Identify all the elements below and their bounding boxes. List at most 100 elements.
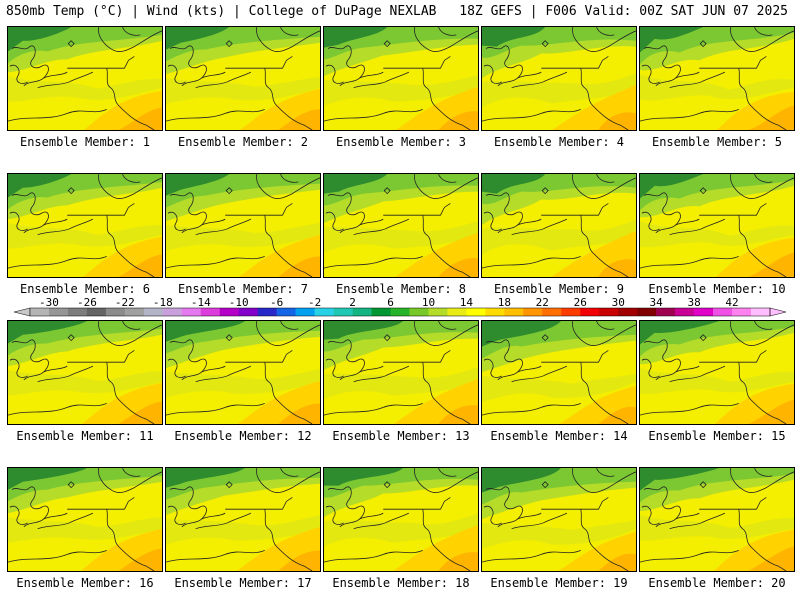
- panel-label: Ensemble Member: 18: [332, 576, 470, 590]
- colorbar-swatch: [30, 308, 50, 316]
- colorbar-swatch: [618, 308, 638, 316]
- panel-label: Ensemble Member: 13: [332, 429, 470, 443]
- temperature-map: [481, 26, 637, 131]
- ensemble-panel-11: Ensemble Member: 11: [7, 320, 163, 443]
- colorbar-swatch: [732, 308, 752, 316]
- colorbar-tick-label: 22: [536, 296, 549, 309]
- ensemble-panel-1: Ensemble Member: 1: [7, 26, 163, 149]
- temperature-map: [323, 26, 479, 131]
- colorbar-tick-label: -26: [77, 296, 97, 309]
- panel-label: Ensemble Member: 3: [335, 135, 467, 149]
- colorbar-swatch: [504, 308, 524, 316]
- colorbar-swatch: [694, 308, 714, 316]
- panel-label: Ensemble Member: 4: [493, 135, 625, 149]
- colorbar-swatch: [162, 308, 183, 316]
- colorbar-tick-label: -6: [270, 296, 283, 309]
- colorbar-tick-label: -30: [39, 296, 59, 309]
- colorbar-tick-label: 42: [725, 296, 738, 309]
- ensemble-panel-14: Ensemble Member: 14: [481, 320, 637, 443]
- temperature-map: [165, 26, 321, 131]
- panel-label: Ensemble Member: 2: [177, 135, 309, 149]
- temperature-map: [481, 173, 637, 278]
- colorbar-tick-label: -18: [153, 296, 173, 309]
- panel-label: Ensemble Member: 8: [335, 282, 467, 296]
- temperature-map: [7, 173, 163, 278]
- colorbar-swatch: [181, 308, 202, 316]
- colorbar-swatch: [599, 308, 619, 316]
- panel-label: Ensemble Member: 17: [174, 576, 312, 590]
- temperature-colorbar: -30 -26 -22 -18 -14 -10 -6 -2 2 6 10 14 18 22 26 30 34 38…: [13, 296, 787, 317]
- panel-label: Ensemble Member: 9: [493, 282, 625, 296]
- panel-label: Ensemble Member: 14: [490, 429, 628, 443]
- colorbar-tick-label: 14: [460, 296, 474, 309]
- colorbar-swatch: [67, 308, 88, 316]
- colorbar-swatch: [637, 308, 657, 316]
- ensemble-panel-6: Ensemble Member: 6: [7, 173, 163, 296]
- colorbar-tick-label: 38: [687, 296, 700, 309]
- colorbar-tick-label: -2: [308, 296, 321, 309]
- ensemble-panel-4: Ensemble Member: 4: [481, 26, 637, 149]
- temperature-map: [639, 320, 795, 425]
- colorbar-swatch: [238, 308, 258, 316]
- panel-label: Ensemble Member: 15: [648, 429, 786, 443]
- panel-label: Ensemble Member: 10: [648, 282, 786, 296]
- ensemble-panel-9: Ensemble Member: 9: [481, 173, 637, 296]
- colorbar-swatch: [105, 308, 126, 316]
- colorbar-tick-label: 34: [650, 296, 664, 309]
- temperature-map: [481, 320, 637, 425]
- colorbar-tick-label: 18: [498, 296, 511, 309]
- colorbar-tick-label: 10: [422, 296, 435, 309]
- temperature-map: [7, 26, 163, 131]
- colorbar-swatch: [333, 308, 353, 316]
- colorbar-tick-label: 2: [349, 296, 356, 309]
- colorbar-swatch: [428, 308, 448, 316]
- ensemble-panel-15: Ensemble Member: 15: [639, 320, 795, 443]
- panel-label: Ensemble Member: 16: [16, 576, 154, 590]
- colorbar-swatch: [466, 308, 486, 316]
- temperature-map: [323, 320, 479, 425]
- colorbar-tick-label: -10: [229, 296, 249, 309]
- colorbar-swatch: [276, 308, 296, 316]
- colorbar-swatch: [124, 308, 145, 316]
- temperature-map: [639, 173, 795, 278]
- colorbar-swatch: [485, 308, 505, 316]
- colorbar-swatch: [580, 308, 600, 316]
- colorbar-swatch: [48, 308, 69, 316]
- ensemble-panel-10: Ensemble Member: 10: [639, 173, 795, 296]
- panel-label: Ensemble Member: 6: [19, 282, 151, 296]
- colorbar-swatch: [561, 308, 581, 316]
- colorbar-swatch: [656, 308, 676, 316]
- panel-label: Ensemble Member: 12: [174, 429, 312, 443]
- temperature-map: [639, 467, 795, 572]
- colorbar-swatch: [390, 308, 410, 316]
- panel-label: Ensemble Member: 7: [177, 282, 309, 296]
- temperature-map: [639, 26, 795, 131]
- colorbar-swatch: [257, 308, 277, 316]
- temperature-map: [323, 467, 479, 572]
- ensemble-panel-13: Ensemble Member: 13: [323, 320, 479, 443]
- temperature-map: [165, 320, 321, 425]
- colorbar-swatch: [409, 308, 429, 316]
- colorbar-swatch: [523, 308, 543, 316]
- ensemble-panel-17: Ensemble Member: 17: [165, 467, 321, 590]
- colorbar-swatch: [751, 308, 771, 316]
- colorbar-tick-label: 30: [612, 296, 625, 309]
- colorbar-swatch: [295, 308, 315, 316]
- colorbar-swatch: [143, 308, 164, 316]
- colorbar-swatch: [675, 308, 695, 316]
- panel-label: Ensemble Member: 19: [490, 576, 628, 590]
- model-run-info: 18Z GEFS | F006 Valid: 00Z SAT JUN 07 20…: [459, 4, 788, 19]
- colorbar-swatch: [371, 308, 391, 316]
- colorbar-swatch: [86, 308, 107, 316]
- colorbar-tick-label: 26: [574, 296, 587, 309]
- panel-label: Ensemble Member: 1: [19, 135, 151, 149]
- ensemble-panel-2: Ensemble Member: 2: [165, 26, 321, 149]
- ensemble-panel-8: Ensemble Member: 8: [323, 173, 479, 296]
- temperature-map: [323, 173, 479, 278]
- panel-label: Ensemble Member: 11: [16, 429, 154, 443]
- temperature-map: [165, 467, 321, 572]
- chart-title: 850mb Temp (°C) | Wind (kts) | College o…: [6, 4, 437, 19]
- ensemble-panel-18: Ensemble Member: 18: [323, 467, 479, 590]
- colorbar-tick-label: 6: [387, 296, 394, 309]
- colorbar-tick-label: -14: [191, 296, 211, 309]
